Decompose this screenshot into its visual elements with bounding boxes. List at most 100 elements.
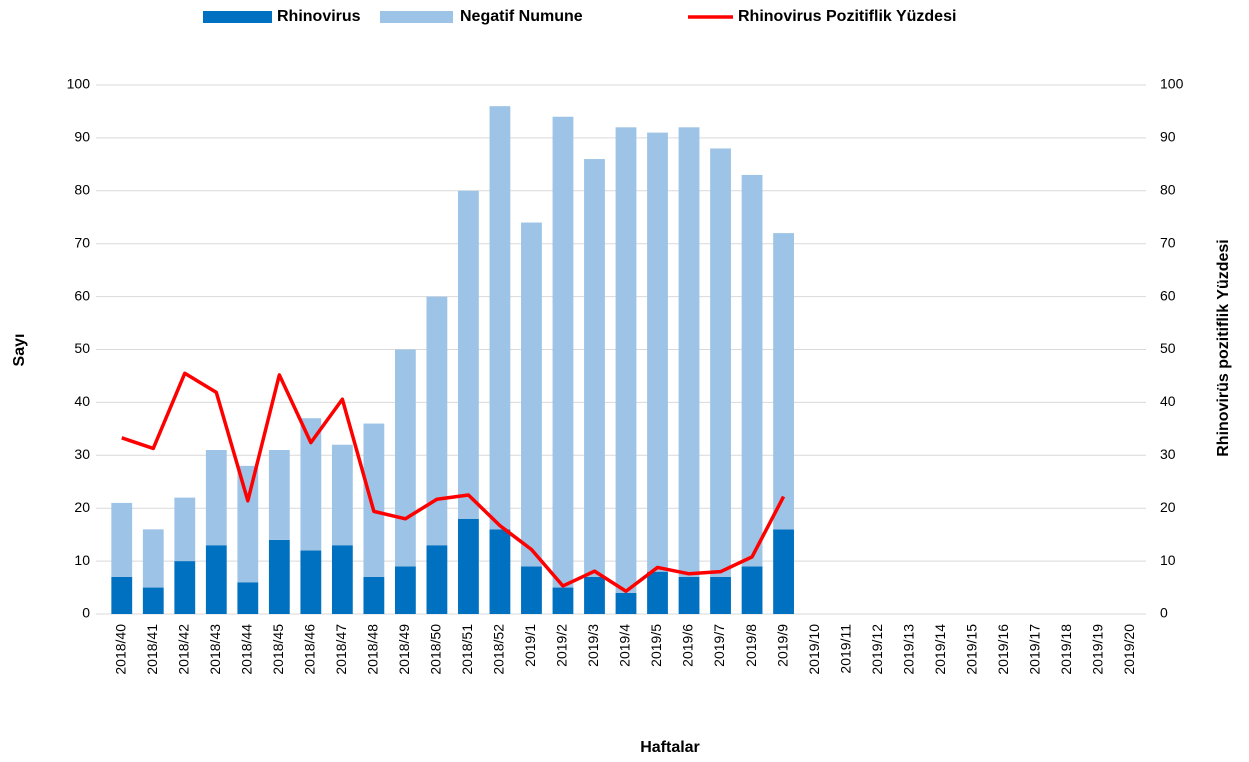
- x-tick-label: 2018/45: [270, 624, 286, 675]
- y2-tick-label: 30: [1160, 446, 1176, 462]
- x-tick-label: 2019/11: [837, 624, 853, 674]
- y-tick-label: 80: [74, 182, 90, 198]
- bar: [584, 159, 605, 577]
- y-tick-label: 60: [74, 287, 90, 303]
- bar: [741, 174, 763, 567]
- y-tick-label: 10: [74, 552, 90, 568]
- bar: [773, 233, 794, 530]
- bar: [142, 529, 164, 588]
- bar: [710, 576, 731, 614]
- legend-label: Negatif Numune: [460, 8, 583, 25]
- bar: [205, 450, 227, 546]
- legend-label: Rhinovirus: [277, 8, 361, 25]
- bar: [710, 148, 731, 577]
- x-tick-label: 2018/52: [491, 624, 507, 675]
- bar: [268, 450, 290, 540]
- bar: [615, 592, 637, 614]
- y-tick-label: 100: [67, 76, 91, 92]
- x-tick-label: 2019/10: [806, 624, 822, 675]
- bar: [174, 561, 196, 614]
- x-tick-label: 2019/2: [554, 624, 570, 667]
- legend-label: Rhinovirus Pozitiflik Yüzdesi: [738, 8, 956, 25]
- bar: [331, 545, 353, 614]
- y-tick-label: 30: [74, 446, 90, 462]
- x-axis-title: Haftalar: [640, 739, 700, 756]
- x-tick-label: 2019/5: [648, 624, 664, 667]
- bar: [111, 502, 133, 577]
- x-tick-label: 2018/40: [112, 624, 128, 675]
- bar: [678, 576, 700, 614]
- x-tick-label: 2019/15: [963, 624, 979, 675]
- bar: [142, 587, 164, 614]
- x-tick-label: 2018/46: [302, 624, 318, 675]
- x-tick-label: 2019/19: [1089, 624, 1105, 675]
- bar: [521, 222, 542, 567]
- y2-tick-label: 20: [1160, 499, 1176, 515]
- x-tick-label: 2019/13: [900, 624, 916, 675]
- bar: [458, 518, 479, 614]
- bar: [426, 296, 448, 546]
- bar: [363, 576, 385, 614]
- x-tick-label: 2019/1: [522, 624, 538, 667]
- line: [121, 371, 786, 594]
- bar: [678, 127, 700, 577]
- bar: [268, 539, 290, 614]
- bar: [426, 545, 448, 614]
- bar: [300, 550, 322, 614]
- y-tick-label: 70: [74, 234, 90, 250]
- bar: [394, 349, 416, 567]
- x-tick-label: 2019/8: [743, 624, 759, 667]
- y2-tick-label: 100: [1160, 76, 1184, 92]
- bar: [458, 190, 479, 519]
- x-tick-label: 2018/42: [175, 624, 191, 675]
- bar: [521, 566, 542, 614]
- x-tick-label: 2019/6: [680, 624, 696, 667]
- bar: [205, 545, 227, 614]
- x-tick-label: 2019/14: [932, 624, 948, 675]
- y-tick-label: 90: [74, 129, 90, 145]
- bar: [237, 582, 259, 614]
- x-tick-label: 2019/20: [1121, 624, 1137, 675]
- bar: [363, 423, 385, 577]
- y2-tick-label: 10: [1160, 552, 1176, 568]
- y2-tick-label: 70: [1160, 234, 1176, 250]
- bar: [237, 465, 259, 583]
- y2-tick-label: 50: [1160, 340, 1176, 356]
- bar: [773, 529, 794, 614]
- x-tick-label: 2018/44: [239, 624, 255, 675]
- y2-tick-label: 90: [1160, 129, 1176, 145]
- x-tick-label: 2019/9: [774, 624, 790, 667]
- bar: [394, 566, 416, 614]
- x-tick-label: 2019/7: [711, 624, 727, 667]
- bar: [552, 116, 574, 588]
- x-tick-label: 2018/51: [459, 624, 475, 675]
- y2-tick-label: 0: [1160, 605, 1168, 621]
- x-tick-label: 2019/3: [585, 624, 601, 667]
- x-tick-label: 2018/43: [207, 624, 223, 675]
- x-tick-label: 2019/12: [869, 624, 885, 675]
- legend-swatch: [380, 11, 453, 23]
- bar: [331, 444, 353, 546]
- bar: [300, 418, 322, 551]
- y-tick-label: 0: [82, 605, 90, 621]
- y2-tick-label: 80: [1160, 182, 1176, 198]
- bar: [552, 587, 574, 614]
- y2-axis-title: Rhinovirüs pozitiflik Yüzdesi: [1215, 239, 1232, 457]
- bar: [489, 106, 511, 530]
- x-tick-label: 2018/41: [144, 624, 160, 675]
- x-tick-label: 2019/17: [1026, 624, 1042, 675]
- bar: [489, 529, 511, 614]
- y-axis-title: Sayı: [11, 334, 28, 367]
- y-tick-label: 50: [74, 340, 90, 356]
- x-tick-label: 2019/4: [617, 624, 633, 667]
- y2-tick-label: 60: [1160, 287, 1176, 303]
- x-tick-label: 2019/18: [1058, 624, 1074, 675]
- x-tick-label: 2018/48: [365, 624, 381, 675]
- y-tick-label: 40: [74, 393, 90, 409]
- bar: [111, 576, 133, 614]
- x-tick-label: 2018/49: [396, 624, 412, 675]
- bar: [741, 566, 763, 614]
- bar: [174, 497, 196, 562]
